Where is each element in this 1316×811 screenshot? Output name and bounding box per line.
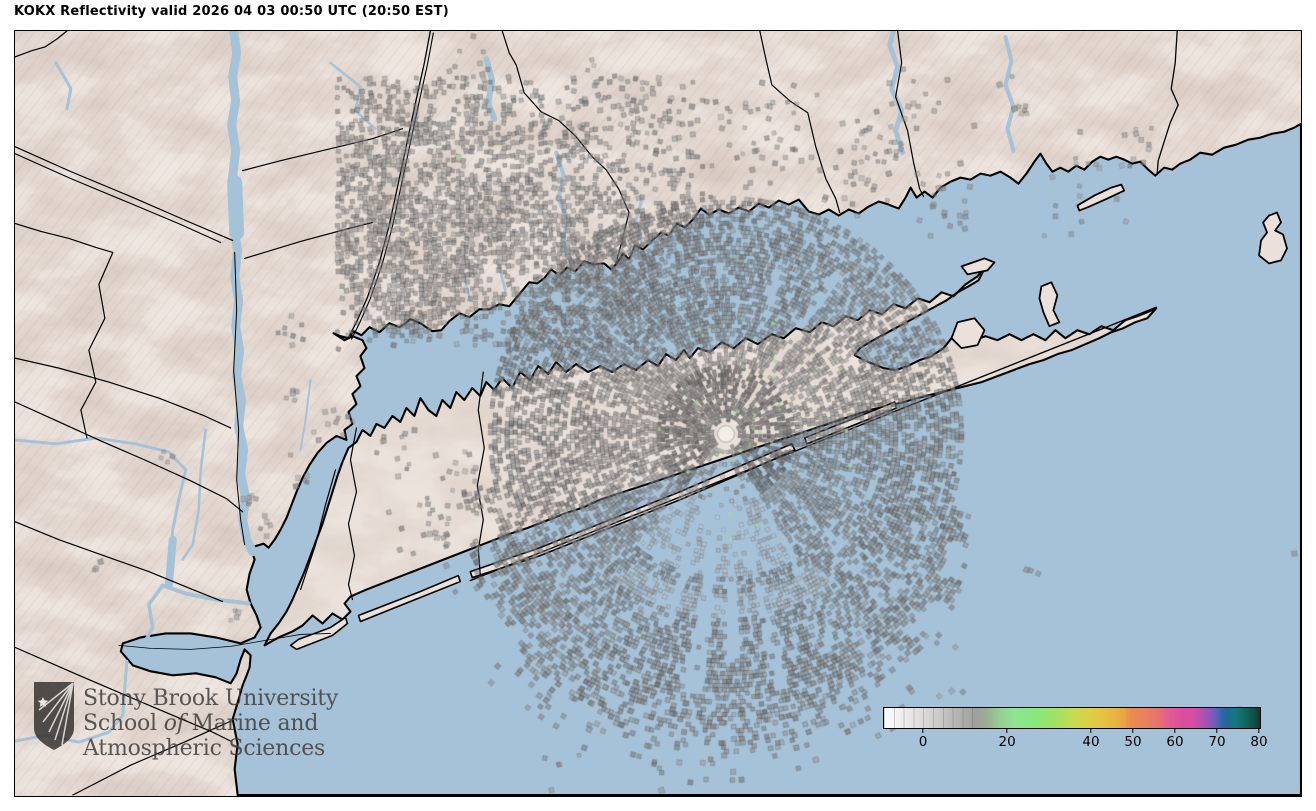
colorbar-tick (1132, 728, 1134, 733)
colorbar-gradient (883, 707, 1261, 729)
logo-line-1: Stony Brook University (83, 686, 339, 711)
stony-brook-shield-icon (34, 682, 74, 750)
colorbar-tick-label: 60 (1166, 734, 1184, 750)
colorbar-tick (1216, 728, 1218, 733)
colorbar-tick-label: 20 (998, 734, 1016, 750)
colorbar-tick (1174, 728, 1176, 733)
map-title: KOKX Reflectivity valid 2026 04 03 00:50… (14, 4, 449, 19)
radar-canvas (15, 31, 1303, 798)
reflectivity-colorbar: 0 20 40 50 60 70 80 (883, 707, 1268, 765)
colorbar-tick-label: 50 (1124, 734, 1142, 750)
colorbar-tick-label: 70 (1208, 734, 1226, 750)
logo-line-3: Atmospheric Sciences (83, 736, 326, 761)
logo-line-2: School of Marine and (83, 711, 319, 736)
colorbar-tick (1006, 728, 1008, 733)
colorbar-tick-label: 80 (1250, 734, 1268, 750)
colorbar-tick (1258, 728, 1260, 733)
colorbar-tick-label: 0 (918, 734, 928, 750)
colorbar-tick (1090, 728, 1092, 733)
radar-map (14, 30, 1303, 798)
colorbar-tick (922, 728, 924, 733)
colorbar-tick-label: 40 (1082, 734, 1100, 750)
institution-logo: Stony Brook University School of Marine … (32, 680, 338, 761)
colorbar-discrete-steps (884, 708, 982, 728)
institution-name: Stony Brook University School of Marine … (83, 686, 338, 761)
